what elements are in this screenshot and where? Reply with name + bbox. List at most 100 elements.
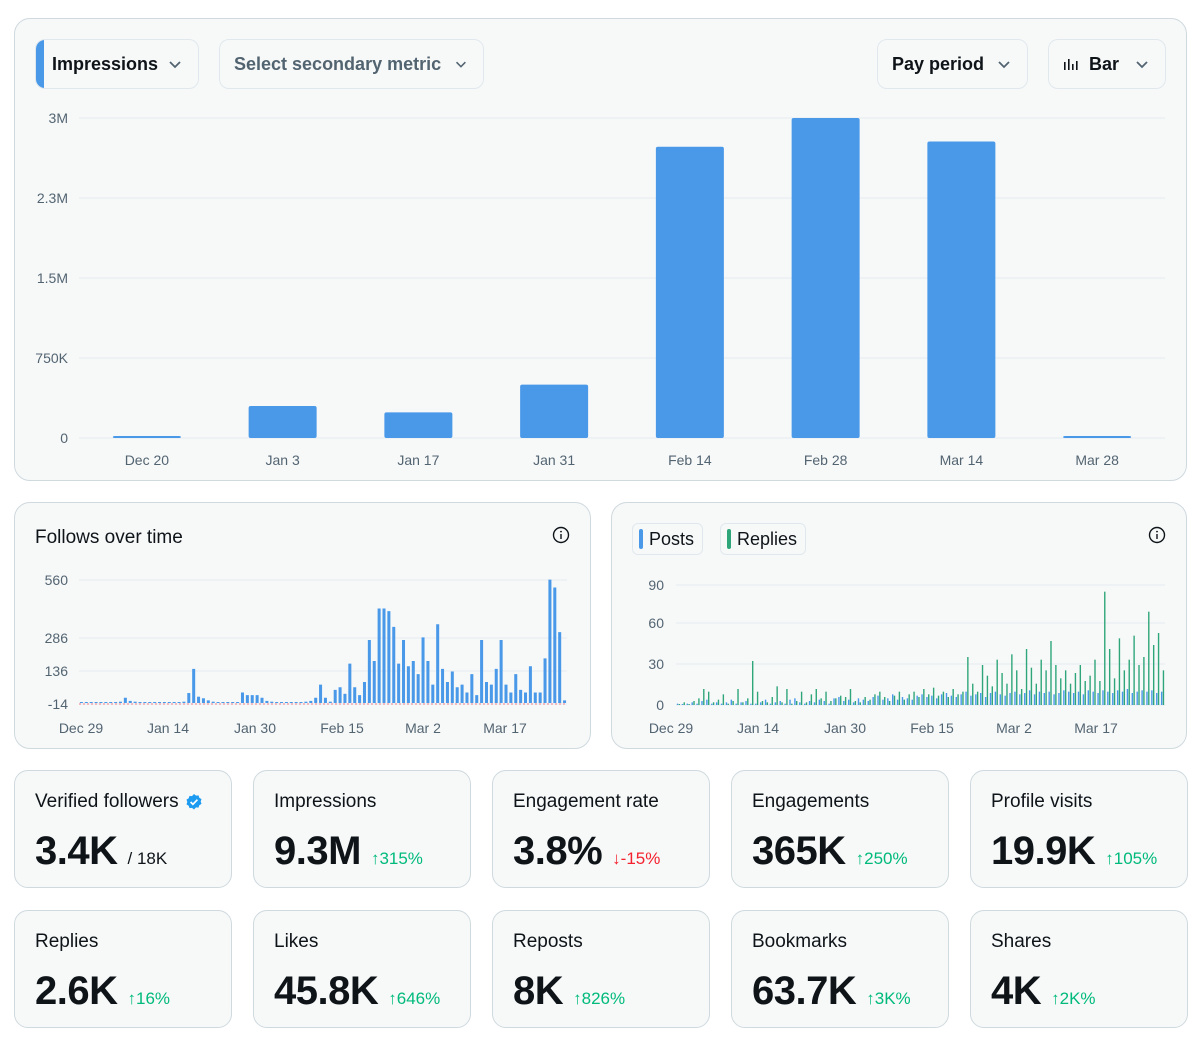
- stat-label: Shares: [991, 931, 1051, 953]
- bar: [706, 699, 708, 705]
- y-tick-label: -14: [48, 696, 68, 712]
- bar: [1043, 693, 1045, 705]
- bar: [475, 695, 479, 703]
- bar: [981, 665, 984, 705]
- bar: [1102, 690, 1104, 705]
- stat-card-bookmarks[interactable]: Bookmarks 63.7K ↑3K%: [731, 910, 949, 1028]
- x-tick-label: Jan 31: [533, 452, 575, 468]
- bar: [950, 695, 953, 705]
- info-icon[interactable]: [1148, 526, 1166, 544]
- stat-card-engagements[interactable]: Engagements 365K ↑250%: [731, 770, 949, 888]
- y-tick-label: 3M: [49, 110, 68, 126]
- bar: [245, 695, 249, 703]
- bar: [177, 702, 181, 703]
- x-tick-label: Mar 2: [996, 720, 1032, 736]
- bar: [766, 702, 769, 705]
- bar: [991, 686, 994, 705]
- bar: [975, 694, 977, 705]
- bar: [1160, 691, 1163, 705]
- bar: [1019, 694, 1021, 705]
- bar: [859, 702, 861, 705]
- bar: [1089, 675, 1091, 705]
- bar: [887, 698, 889, 705]
- stat-delta-value: 646%: [396, 989, 441, 1008]
- bar: [1040, 659, 1042, 705]
- bar: [548, 579, 552, 703]
- bar: [138, 702, 142, 703]
- info-icon[interactable]: [552, 526, 570, 544]
- bar: [323, 697, 327, 703]
- stat-label: Reposts: [513, 931, 583, 953]
- bar: [187, 693, 191, 703]
- bar: [1038, 691, 1041, 705]
- stat-label: Bookmarks: [752, 931, 847, 953]
- bar: [358, 695, 362, 703]
- x-tick-label: Jan 17: [397, 452, 439, 468]
- bar: [260, 697, 264, 703]
- bar: [877, 695, 879, 705]
- bar: [118, 701, 122, 703]
- bar: [957, 694, 959, 705]
- stat-value-row: 63.7K ↑3K%: [752, 969, 911, 1014]
- bar: [553, 587, 557, 703]
- bar: [882, 699, 884, 705]
- stat-card-verified-followers[interactable]: Verified followers 3.4K / 18K: [14, 770, 232, 888]
- bar: [864, 697, 866, 705]
- bar: [392, 626, 396, 703]
- bar: [818, 699, 821, 705]
- bar: [820, 698, 822, 705]
- stat-card-impressions[interactable]: Impressions 9.3M ↑315%: [253, 770, 471, 888]
- bar: [236, 702, 240, 703]
- stat-value-row: 8K ↑826%: [513, 969, 625, 1014]
- y-tick-label: 2.3M: [37, 190, 68, 206]
- stat-card-reposts[interactable]: Reposts 8K ↑826%: [492, 910, 710, 1028]
- secondary-metric-dropdown[interactable]: Select secondary metric: [219, 39, 484, 89]
- stat-card-shares[interactable]: Shares 4K ↑2K%: [970, 910, 1188, 1028]
- stat-label-text: Shares: [991, 931, 1052, 952]
- bar: [1069, 683, 1072, 705]
- arrow-up-icon: ↑: [1051, 989, 1060, 1008]
- bar: [655, 146, 724, 439]
- bar: [1063, 436, 1132, 438]
- stat-card-likes[interactable]: Likes 45.8K ↑646%: [253, 910, 471, 1028]
- bar: [800, 691, 803, 705]
- bar: [676, 703, 679, 705]
- stat-label-text: Reposts: [513, 931, 583, 952]
- stat-delta: ↑646%: [388, 989, 440, 1009]
- x-tick-label: Mar 17: [483, 720, 527, 736]
- stat-card-replies[interactable]: Replies 2.6K ↑16%: [14, 910, 232, 1028]
- bar: [926, 697, 928, 705]
- bar: [1055, 665, 1057, 705]
- bar: [786, 689, 788, 705]
- bar: [918, 697, 920, 705]
- stat-card-engagement-rate[interactable]: Engagement rate 3.8% ↓-15%: [492, 770, 710, 888]
- primary-metric-dropdown[interactable]: Impressions: [35, 39, 199, 89]
- chart-type-dropdown[interactable]: Bar: [1048, 39, 1166, 89]
- bar: [696, 703, 698, 705]
- posts-replies-bar-chart: 90 60 30 0 Dec 29 Jan 14 Jan 30 Feb 15 Mar 2 Mar …: [648, 577, 1165, 736]
- bar: [148, 702, 152, 703]
- legend-posts[interactable]: Posts: [632, 523, 704, 555]
- bar: [402, 640, 406, 703]
- y-tick-label: 0: [60, 430, 68, 446]
- stat-delta-value: 826%: [581, 989, 626, 1008]
- stat-delta-value: 315%: [379, 849, 423, 868]
- bar: [936, 698, 938, 705]
- bar: [384, 412, 453, 438]
- bar: [411, 661, 415, 703]
- legend-replies[interactable]: Replies: [720, 523, 807, 555]
- bar: [683, 702, 685, 705]
- bar: [377, 608, 381, 703]
- bar: [104, 702, 108, 703]
- stat-delta: ↑315%: [371, 849, 423, 869]
- bar: [996, 659, 998, 705]
- bar: [1113, 678, 1116, 705]
- bar: [813, 702, 816, 705]
- stat-card-profile-visits[interactable]: Profile visits 19.9K ↑105%: [970, 770, 1188, 888]
- bar: [1004, 695, 1006, 705]
- bar: [304, 701, 308, 703]
- bar: [1014, 691, 1016, 705]
- period-dropdown[interactable]: Pay period: [877, 39, 1028, 89]
- stat-label-text: Likes: [274, 931, 319, 952]
- bar: [681, 704, 684, 705]
